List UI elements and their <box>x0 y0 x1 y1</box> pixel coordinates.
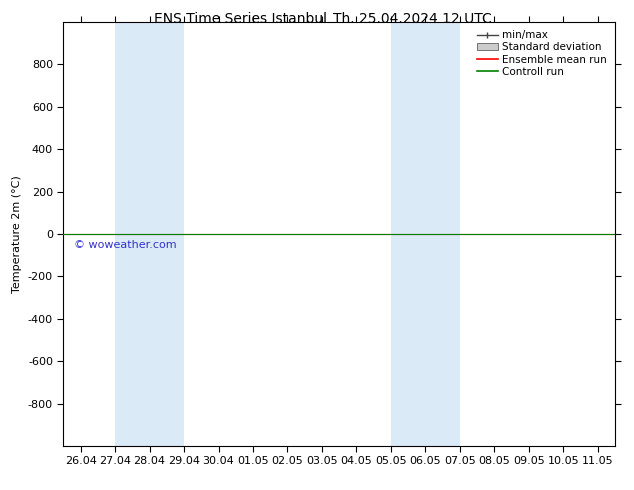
Text: Th. 25.04.2024 12 UTC: Th. 25.04.2024 12 UTC <box>333 12 491 26</box>
Bar <box>391 22 460 446</box>
Y-axis label: Temperature 2m (°C): Temperature 2m (°C) <box>12 175 22 293</box>
Bar <box>115 22 184 446</box>
Text: © woweather.com: © woweather.com <box>74 240 177 250</box>
Text: ENS Time Series Istanbul: ENS Time Series Istanbul <box>155 12 327 26</box>
Legend: min/max, Standard deviation, Ensemble mean run, Controll run: min/max, Standard deviation, Ensemble me… <box>474 27 610 80</box>
